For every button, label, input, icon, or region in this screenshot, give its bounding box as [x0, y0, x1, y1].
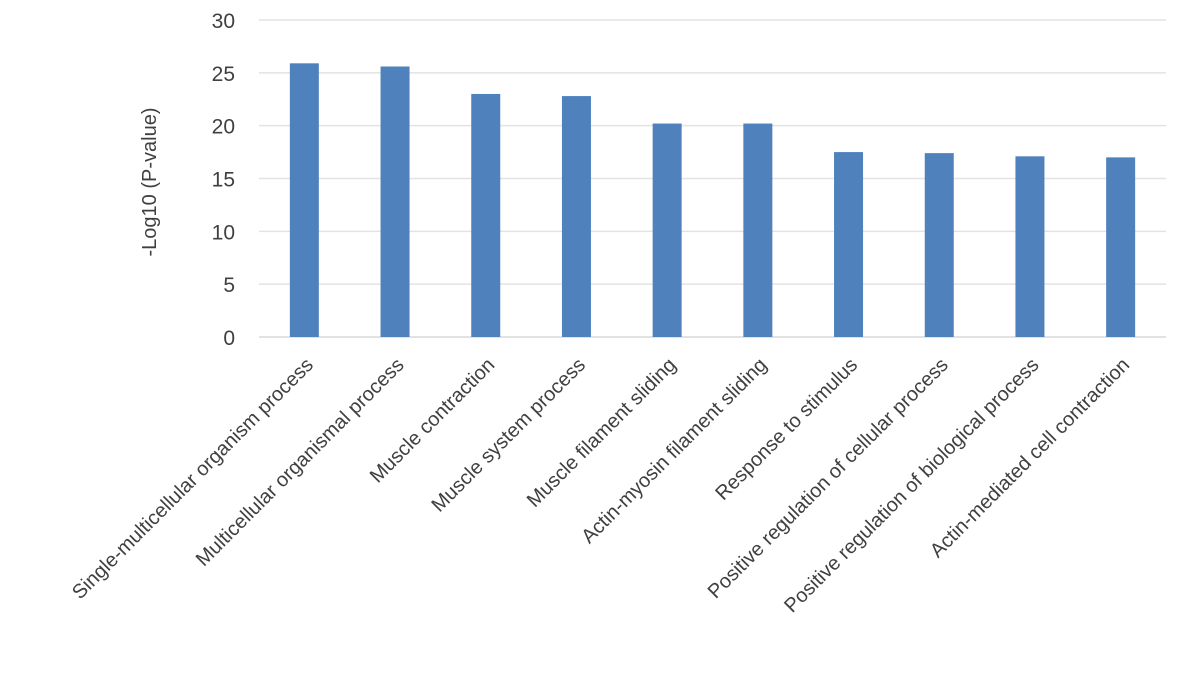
bar	[1106, 157, 1136, 337]
x-tick-label: Muscle filament sliding	[523, 354, 681, 512]
bar	[561, 96, 591, 337]
x-tick-label: Muscle system process	[427, 354, 590, 517]
bar	[289, 63, 319, 337]
y-tick-label: 10	[212, 221, 235, 244]
bar	[834, 152, 864, 337]
bar	[1015, 156, 1045, 337]
y-tick-label: 5	[223, 274, 235, 297]
bar	[652, 123, 682, 337]
y-tick-label: 30	[212, 10, 235, 33]
bar	[743, 123, 773, 337]
y-tick-label: 0	[223, 327, 235, 350]
y-tick-label: 25	[212, 63, 235, 86]
x-axis-ticks: Single-multicellular organism processMul…	[68, 354, 1134, 617]
bar	[471, 93, 501, 337]
y-tick-label: 20	[212, 116, 235, 139]
bars	[289, 63, 1136, 337]
x-tick-label: Actin-mediated cell contraction	[926, 354, 1134, 562]
x-tick-label: Actin-myosin filament sliding	[577, 354, 771, 548]
bar	[924, 153, 954, 337]
gridlines	[259, 19, 1166, 338]
y-axis-label: -Log10 (P-value)	[139, 108, 161, 257]
y-axis-ticks: 0 5 10 15 20 25 30	[212, 10, 235, 350]
bar	[380, 66, 410, 337]
y-tick-label: 15	[212, 169, 235, 192]
